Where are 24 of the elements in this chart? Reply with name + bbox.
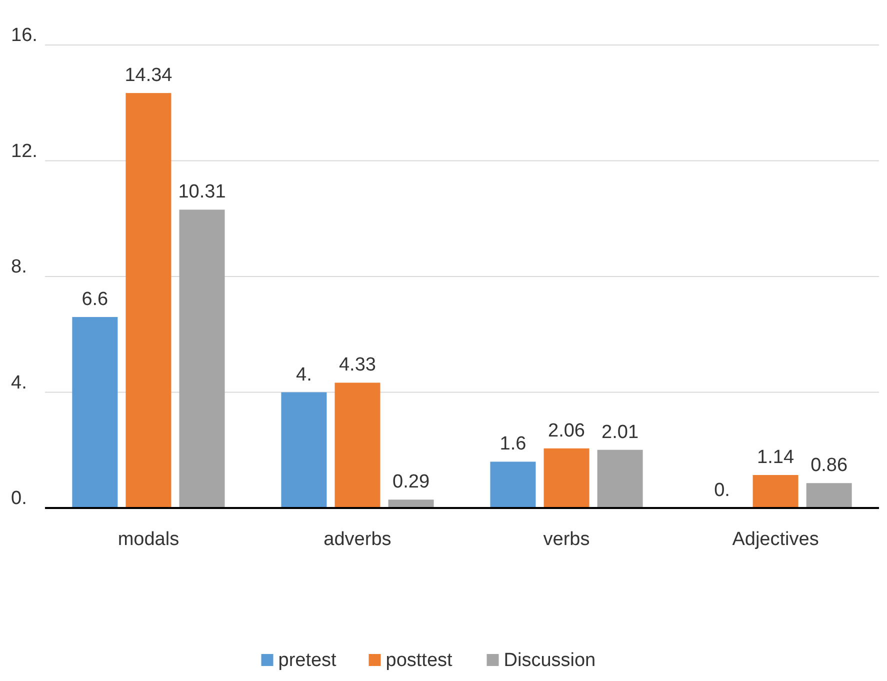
- legend-label: posttest: [386, 650, 454, 671]
- y-tick-label: 12.: [11, 140, 38, 162]
- data-label: 0.29: [392, 472, 430, 493]
- data-label: 2.06: [548, 420, 586, 442]
- data-label: 1.6: [500, 434, 526, 455]
- data-label: 4.33: [338, 354, 376, 376]
- y-tick-label: 0.: [11, 488, 27, 509]
- data-label: 0.: [714, 480, 730, 501]
- x-tick-label: Adjectives: [732, 529, 819, 550]
- data-label: 4.: [296, 364, 312, 386]
- data-label: 10.31: [178, 182, 226, 203]
- data-label: 14.34: [124, 65, 173, 86]
- y-tick-label: 4.: [11, 372, 27, 394]
- data-label: 2.01: [602, 422, 639, 443]
- x-tick-label: adverbs: [324, 529, 392, 550]
- legend-label: pretest: [278, 650, 338, 671]
- y-tick-label: 16.: [11, 25, 38, 46]
- y-tick-label: 8.: [11, 256, 27, 278]
- x-tick-label: modals: [118, 529, 180, 550]
- data-label: 0.86: [810, 455, 848, 476]
- x-tick-label: verbs: [543, 529, 590, 550]
- data-label: 1.14: [757, 447, 794, 468]
- data-label: 6.6: [82, 289, 108, 310]
- legend-label: Discussion: [504, 650, 596, 671]
